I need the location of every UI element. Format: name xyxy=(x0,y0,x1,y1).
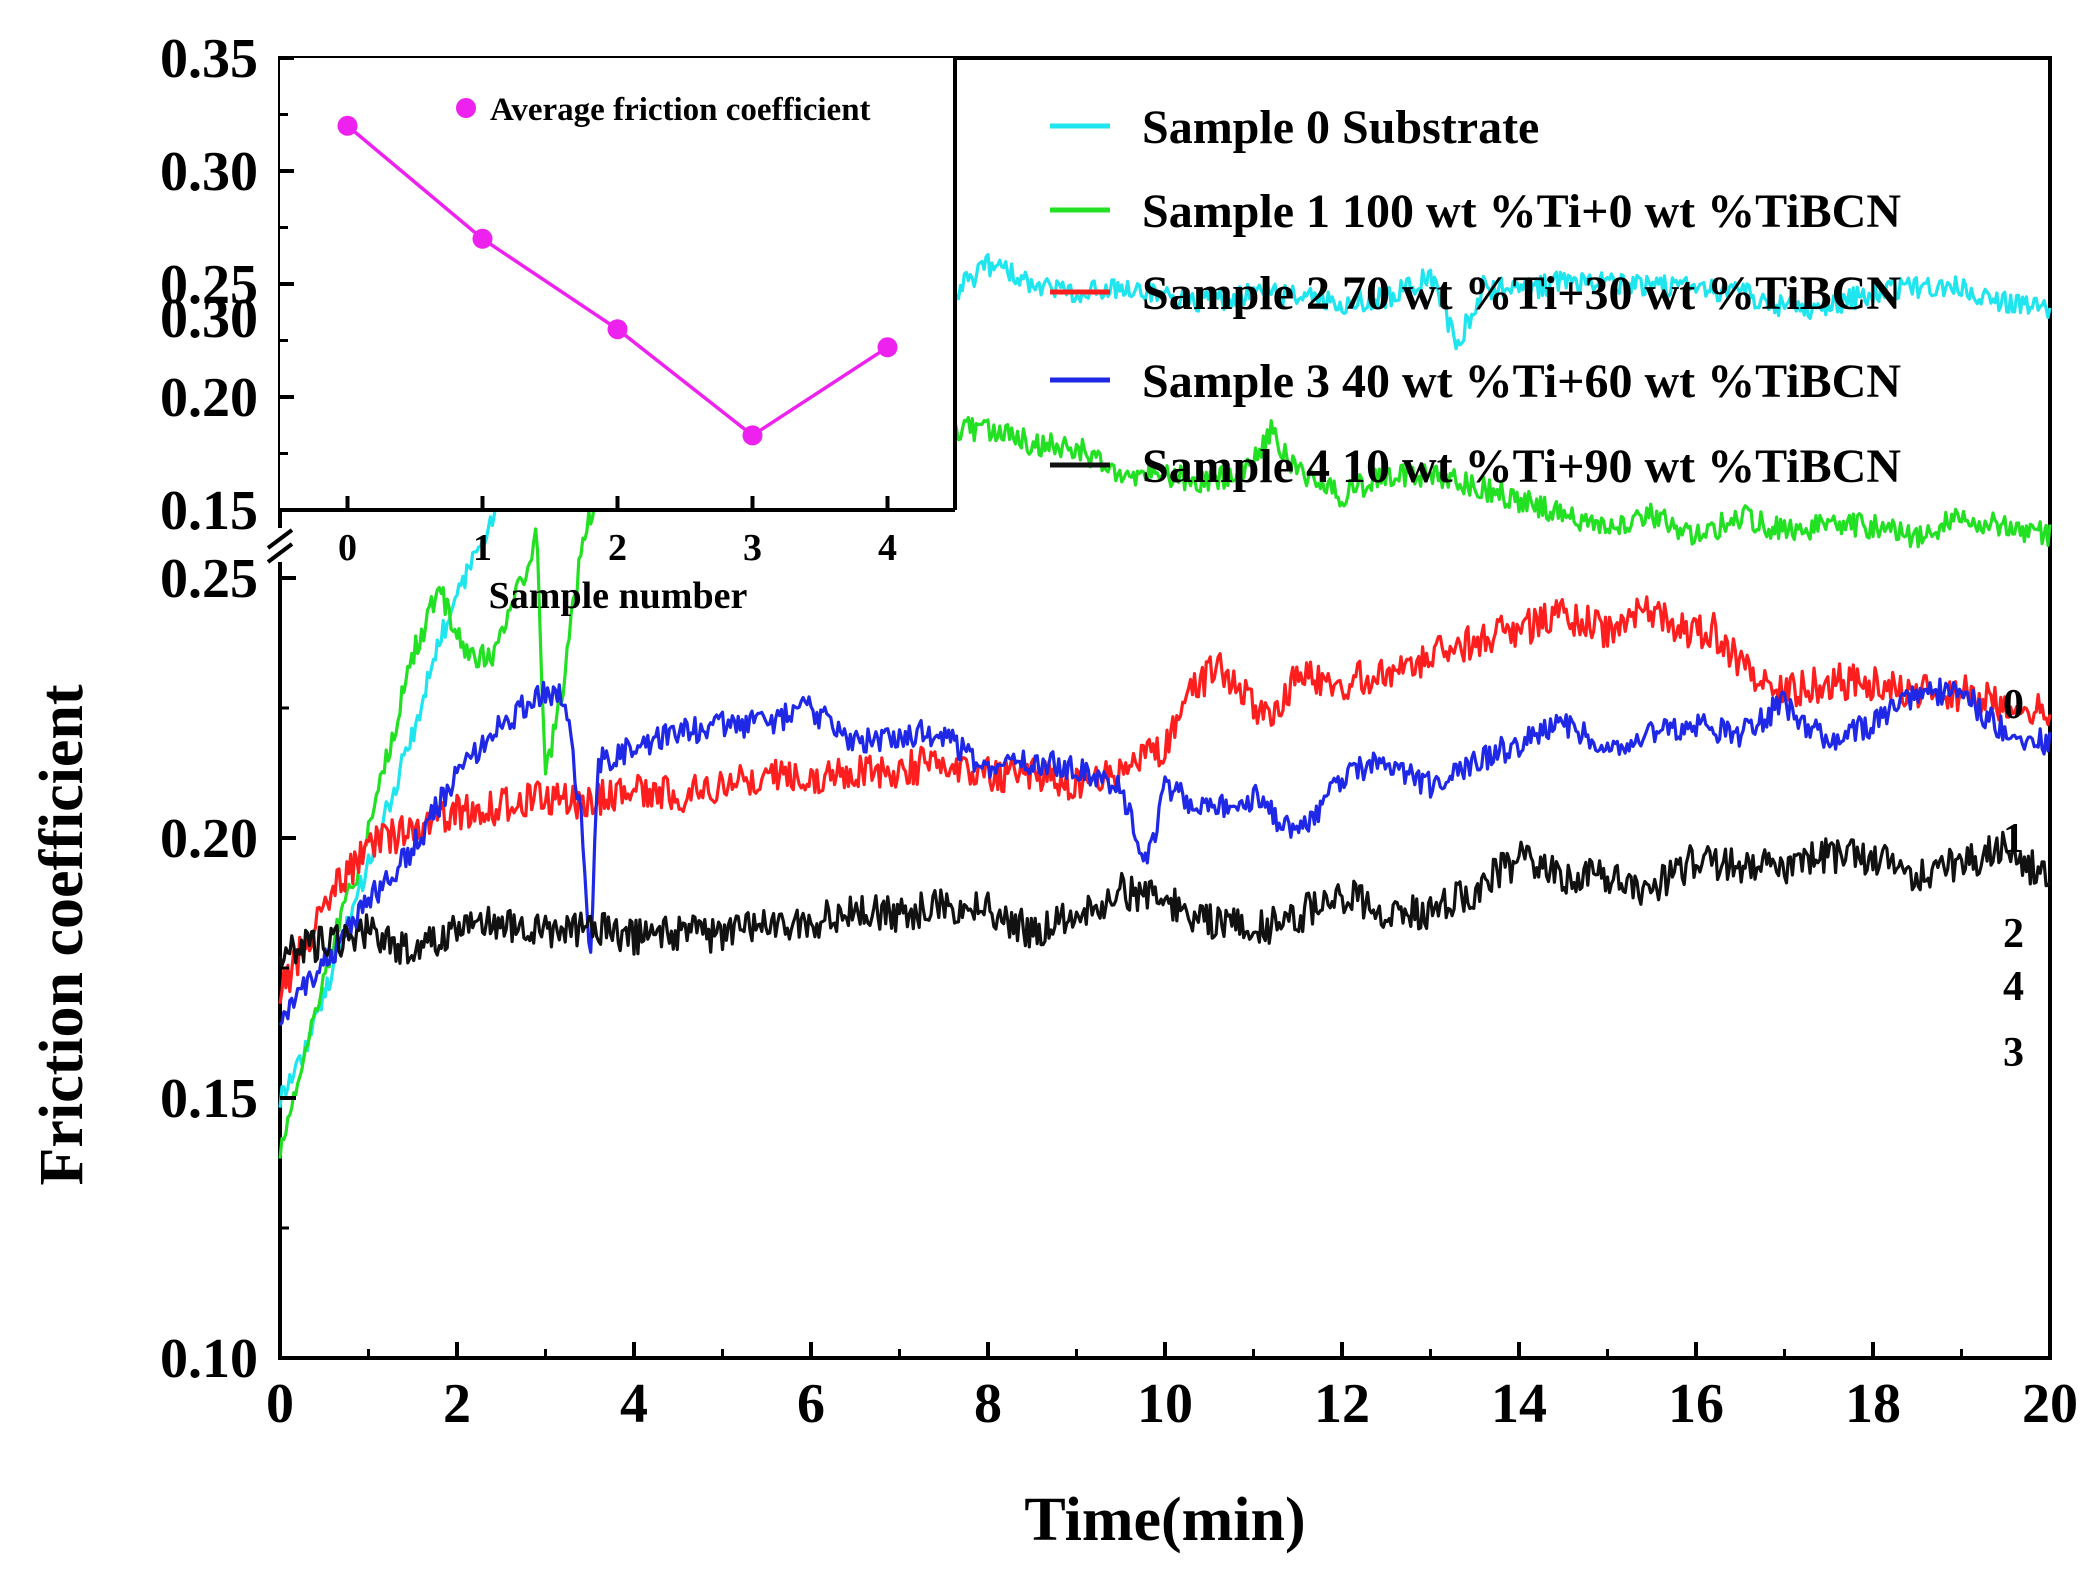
inset-chart: 0.150.200.250.300.350 1 2 3 4 Average fricti… xyxy=(160,28,957,617)
x-tick-label: 14 xyxy=(1491,1373,1547,1435)
x-tick-label: 16 xyxy=(1668,1373,1724,1435)
x-tick-label: 6 xyxy=(797,1373,825,1435)
y-tick-label: 0.30 xyxy=(160,288,258,350)
inset-y-tick-label: 0.35 xyxy=(160,28,258,90)
series-line-3 xyxy=(278,677,2052,1027)
end-label-4: 3 xyxy=(2003,1030,2024,1076)
series-line-2 xyxy=(278,595,2052,1004)
legend-label-1: Sample 1 100 wt %Ti+0 wt %TiBCN xyxy=(1142,185,1901,238)
inset-x-tick-label: 4 xyxy=(878,527,897,569)
inset-point-1 xyxy=(472,228,493,249)
x-tick-label: 2 xyxy=(443,1373,471,1435)
curve-end-labels: 0 1 2 4 3 xyxy=(2003,682,2024,1076)
legend-label-3: Sample 3 40 wt %Ti+60 wt %TiBCN xyxy=(1142,355,1901,408)
x-tick-label: 12 xyxy=(1314,1373,1370,1435)
main-ticks: 0 2 4 6 8 10 12 14 16 18 200.100.150.200.250.30 xyxy=(160,56,2078,1435)
axis-break-mark xyxy=(266,528,294,564)
x-tick-label: 4 xyxy=(620,1373,648,1435)
legend-label-2: Sample 2 70 wt %Ti+30 wt %TiBCN xyxy=(1142,267,1901,320)
inset-point-3 xyxy=(742,425,763,446)
legend-label-4: Sample 4 10 wt %Ti+90 wt %TiBCN xyxy=(1142,440,1901,493)
inset-y-tick-label: 0.20 xyxy=(160,367,258,429)
end-label-2: 2 xyxy=(2003,911,2024,957)
inset-point-0 xyxy=(337,115,358,136)
x-tick-label: 18 xyxy=(1845,1373,1901,1435)
end-label-3: 4 xyxy=(2003,964,2024,1010)
y-tick-label: 0.15 xyxy=(160,1068,258,1130)
legend: Sample 0 Substrate Sample 1 100 wt %Ti+0… xyxy=(1050,101,1901,493)
inset-x-tick-label: 3 xyxy=(743,527,762,569)
inset-x-tick-label: 2 xyxy=(608,527,627,569)
series-line-4 xyxy=(278,830,2052,967)
inset-y-tick-label: 0.15 xyxy=(160,480,258,542)
y-tick-label: 0.25 xyxy=(160,548,258,610)
inset-layer: 0.150.200.250.300.350 1 2 3 4 xyxy=(160,28,898,569)
inset-y-tick-label: 0.30 xyxy=(160,141,258,203)
y-tick-label: 0.20 xyxy=(160,808,258,870)
y-axis-title: Friction coefficient xyxy=(28,684,96,1185)
inset-x-tick-label: 1 xyxy=(473,527,492,569)
x-axis-title: Time(min) xyxy=(1024,1486,1305,1554)
inset-point-4 xyxy=(877,337,898,358)
x-tick-label: 20 xyxy=(2022,1373,2078,1435)
x-tick-label: 8 xyxy=(974,1373,1002,1435)
y-tick-label: 0.10 xyxy=(160,1328,258,1390)
inset-legend-label: Average friction coefficient xyxy=(490,92,871,128)
end-label-1: 1 xyxy=(2003,816,2024,862)
inset-x-tick-label: 0 xyxy=(338,527,357,569)
inset-x-axis-title: Sample number xyxy=(489,575,748,617)
inset-background xyxy=(280,58,955,510)
inset-y-tick-label: 0.25 xyxy=(160,254,258,316)
series-line-1 xyxy=(278,372,2052,1159)
inset-legend-marker xyxy=(456,98,476,118)
legend-label-0: Sample 0 Substrate xyxy=(1142,101,1539,154)
inset-point-2 xyxy=(607,319,628,340)
end-label-0: 0 xyxy=(2003,682,2024,728)
x-tick-label: 10 xyxy=(1137,1373,1193,1435)
x-tick-label: 0 xyxy=(266,1373,294,1435)
